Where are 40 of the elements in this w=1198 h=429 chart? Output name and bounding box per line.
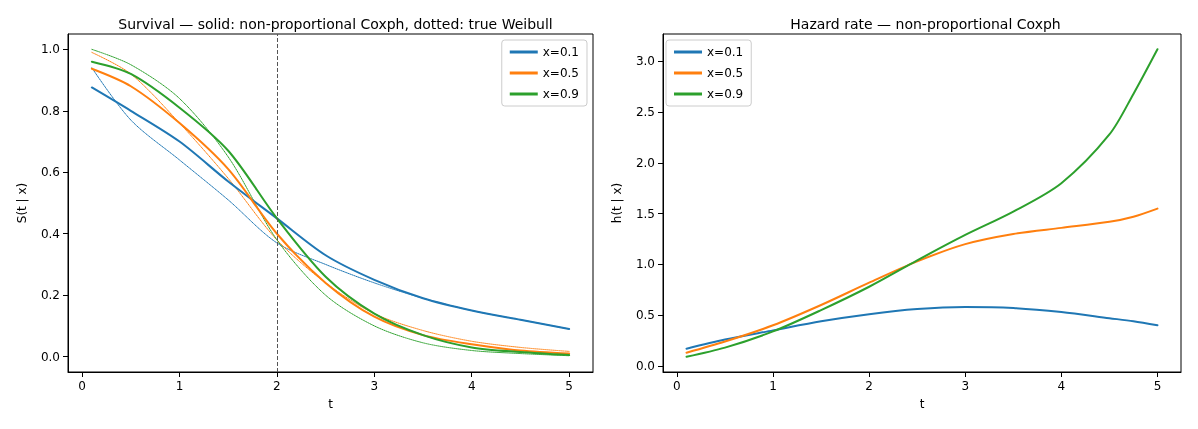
legend-label: x=0.5 [542, 66, 580, 80]
y-tick-label: 3.0 [635, 54, 655, 69]
legend-label: x=0.5 [707, 66, 744, 80]
x-tick-label: 1 [769, 379, 777, 393]
x-tick-label: 2 [865, 379, 873, 393]
y-tick-label: 0.6 [40, 165, 60, 180]
y-tick-label: 1.0 [40, 42, 60, 57]
x-tick-label: 0 [673, 379, 681, 393]
legend-label: x=0.9 [707, 87, 744, 101]
x-tick-label: 5 [565, 379, 573, 393]
y-tick-label: 0.2 [40, 288, 60, 303]
y-tick-label: 1.5 [635, 206, 655, 221]
line-series [685, 48, 1159, 358]
y-tick-label: 0.8 [40, 103, 60, 118]
x-tick-label: 3 [370, 379, 379, 393]
y-tick-label: 0.4 [40, 226, 60, 241]
y-axis-title: h(t | x) [610, 182, 624, 224]
x-tick-label: 5 [1153, 379, 1162, 393]
y-tick-label: 2.5 [635, 105, 655, 120]
x-axis-title: t [919, 397, 925, 411]
x-tick-label: 1 [175, 379, 184, 393]
x-axis-title: t [328, 397, 334, 411]
chart-title: Survival — solid: non-proportional Coxph, dotted: true Weibull [118, 16, 553, 32]
x-tick-label: 0 [78, 379, 86, 393]
y-tick-label: 0.0 [635, 358, 655, 373]
y-axis-title: S(t | x) [15, 182, 29, 224]
x-tick-label: 4 [467, 379, 476, 393]
legend-label: x=0.9 [542, 87, 580, 101]
y-tick-label: 0.5 [635, 308, 655, 323]
chart-title: Hazard rate — non-proportional Coxph [790, 16, 1061, 32]
line-series [685, 207, 1159, 354]
x-tick-label: 4 [1057, 379, 1066, 393]
legend-label: x=0.1 [707, 45, 744, 59]
legend-label: x=0.1 [542, 45, 580, 59]
y-tick-label: 1.0 [635, 257, 655, 272]
x-tick-label: 3 [961, 379, 970, 393]
line-series [685, 306, 1159, 350]
y-tick-label: 0.0 [40, 349, 60, 364]
x-tick-label: 2 [273, 379, 281, 393]
y-tick-label: 2.0 [635, 155, 655, 170]
